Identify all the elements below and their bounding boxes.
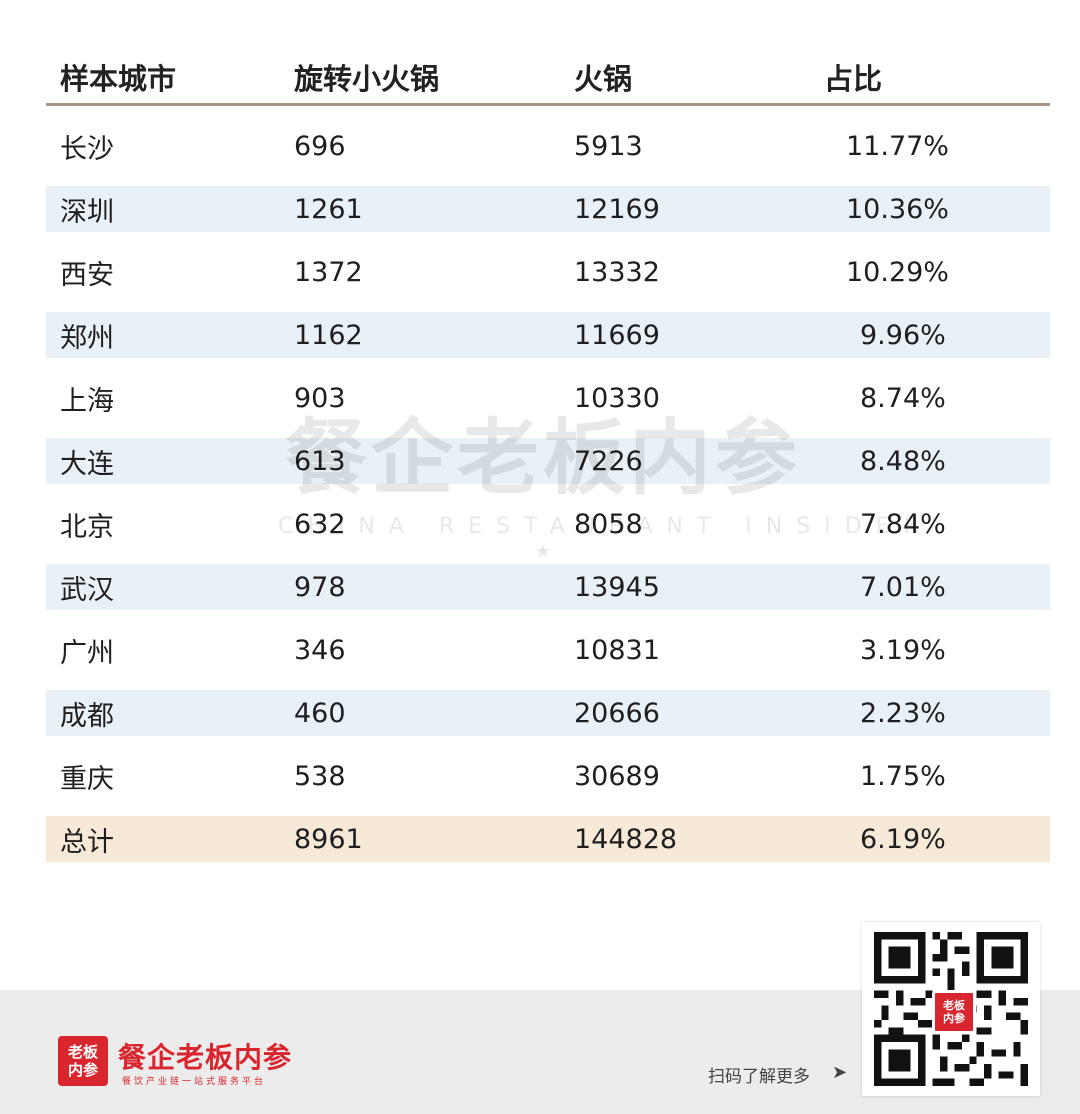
qr-center-logo-icon: 老板 内参	[932, 990, 976, 1034]
cell-mini: 903	[294, 382, 346, 414]
table-row: 广州 346 10831 3.19%	[46, 627, 1050, 673]
cell-city: 深圳	[46, 186, 280, 232]
cell-city: 上海	[60, 385, 114, 417]
cell-ratio: 8.48%	[810, 438, 1050, 484]
cell-hotpot: 30689	[574, 760, 660, 792]
cell-mini: 346	[294, 634, 346, 666]
cell-ratio: 1.75%	[860, 760, 946, 792]
cell-city: 郑州	[46, 312, 280, 358]
cell-total-ratio: 6.19%	[810, 816, 1050, 862]
qr-code-icon	[874, 932, 1028, 1086]
cell-ratio: 2.23%	[810, 690, 1050, 736]
qr-code-card[interactable]: 老板 内参	[862, 922, 1040, 1096]
brand-slogan: 餐饮产业链一站式服务平台	[122, 1077, 267, 1087]
qr-logo-text-line1: 老板	[943, 999, 965, 1012]
cell-hotpot: 5913	[574, 130, 643, 162]
cell-city: 重庆	[60, 763, 114, 795]
header-mini-hotpot: 旋转小火锅	[280, 50, 560, 106]
table-row: 北京 632 8058 7.84%	[46, 501, 1050, 547]
table-row: 深圳 1261 12169 10.36%	[46, 186, 1050, 232]
cell-city: 西安	[60, 259, 114, 291]
brand-name: 餐企老板内参	[118, 1041, 293, 1074]
cell-total-label: 总计	[46, 816, 280, 862]
table-row: 西安 1372 13332 10.29%	[46, 249, 1050, 295]
cell-mini: 460	[280, 690, 560, 736]
table-row: 上海 903 10330 8.74%	[46, 375, 1050, 421]
cell-mini: 696	[294, 130, 346, 162]
table-row: 长沙 696 5913 11.77%	[46, 123, 1050, 169]
brand-logo-icon: 老板 内参	[58, 1036, 108, 1086]
header-ratio: 占比	[810, 50, 1050, 106]
cell-ratio: 10.36%	[810, 186, 1050, 232]
cell-ratio: 7.84%	[860, 508, 946, 540]
cell-city: 北京	[60, 511, 114, 543]
cell-ratio: 11.77%	[846, 130, 949, 162]
cell-hotpot: 7226	[560, 438, 810, 484]
logo-text-line1: 老板	[67, 1043, 98, 1061]
cell-city: 武汉	[46, 564, 280, 610]
cell-hotpot: 8058	[574, 508, 643, 540]
cell-hotpot: 12169	[560, 186, 810, 232]
cell-ratio: 10.29%	[846, 256, 949, 288]
table-row: 大连 613 7226 8.48%	[46, 438, 1050, 484]
table-row: 武汉 978 13945 7.01%	[46, 564, 1050, 610]
arrow-right-icon: ➤	[832, 1062, 848, 1083]
cell-mini: 1372	[294, 256, 363, 288]
cell-hotpot: 11669	[560, 312, 810, 358]
cell-hotpot: 20666	[560, 690, 810, 736]
cell-city: 成都	[46, 690, 280, 736]
cell-hotpot: 10330	[574, 382, 660, 414]
table-row: 成都 460 20666 2.23%	[46, 690, 1050, 736]
cell-ratio: 3.19%	[860, 634, 946, 666]
cell-ratio: 9.96%	[810, 312, 1050, 358]
table-row: 重庆 538 30689 1.75%	[46, 753, 1050, 799]
scan-prompt: 扫码了解更多	[708, 1067, 810, 1087]
cell-total-hotpot: 144828	[560, 816, 810, 862]
cell-mini: 1261	[280, 186, 560, 232]
cell-ratio: 7.01%	[810, 564, 1050, 610]
table-row: 郑州 1162 11669 9.96%	[46, 312, 1050, 358]
cell-mini: 978	[280, 564, 560, 610]
cell-mini: 538	[294, 760, 346, 792]
logo-text-line2: 内参	[67, 1061, 98, 1079]
cell-hotpot: 13332	[574, 256, 660, 288]
cell-city: 广州	[60, 637, 114, 669]
cell-hotpot: 13945	[560, 564, 810, 610]
cell-city: 长沙	[60, 133, 114, 165]
cell-total-mini: 8961	[280, 816, 560, 862]
cell-mini: 1162	[280, 312, 560, 358]
cell-hotpot: 10831	[574, 634, 660, 666]
cell-city: 大连	[46, 438, 280, 484]
data-table: 样本城市 旋转小火锅 火锅 占比 长沙 696 5913 11.77% 深圳 1…	[46, 50, 1050, 862]
header-city: 样本城市	[46, 50, 280, 106]
cell-mini: 613	[280, 438, 560, 484]
table-header-row: 样本城市 旋转小火锅 火锅 占比	[46, 50, 1050, 106]
table-total-row: 总计 8961 144828 6.19%	[46, 816, 1050, 862]
cell-mini: 632	[294, 508, 346, 540]
cell-ratio: 8.74%	[860, 382, 946, 414]
header-hotpot: 火锅	[560, 50, 810, 106]
qr-logo-text-line2: 内参	[943, 1012, 965, 1025]
